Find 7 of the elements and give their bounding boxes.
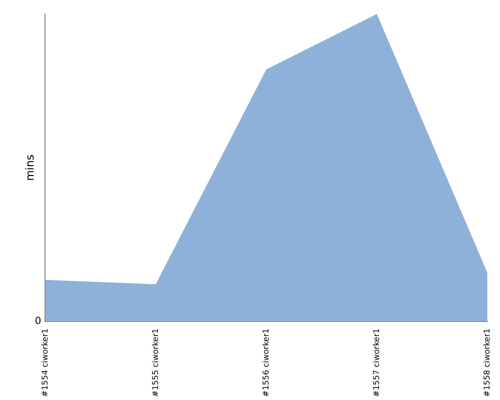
x-tick-label: #1556 ciworker1 bbox=[261, 328, 270, 398]
x-tick-label: #1558 ciworker1 bbox=[482, 328, 492, 398]
x-tick-label: #1557 ciworker1 bbox=[372, 328, 381, 398]
x-tick-label: #1555 ciworker1 bbox=[150, 328, 160, 398]
text: 0 bbox=[34, 316, 42, 327]
x-tick-label: #1554 ciworker1 bbox=[40, 328, 50, 398]
y-axis-title: mins bbox=[23, 154, 36, 181]
